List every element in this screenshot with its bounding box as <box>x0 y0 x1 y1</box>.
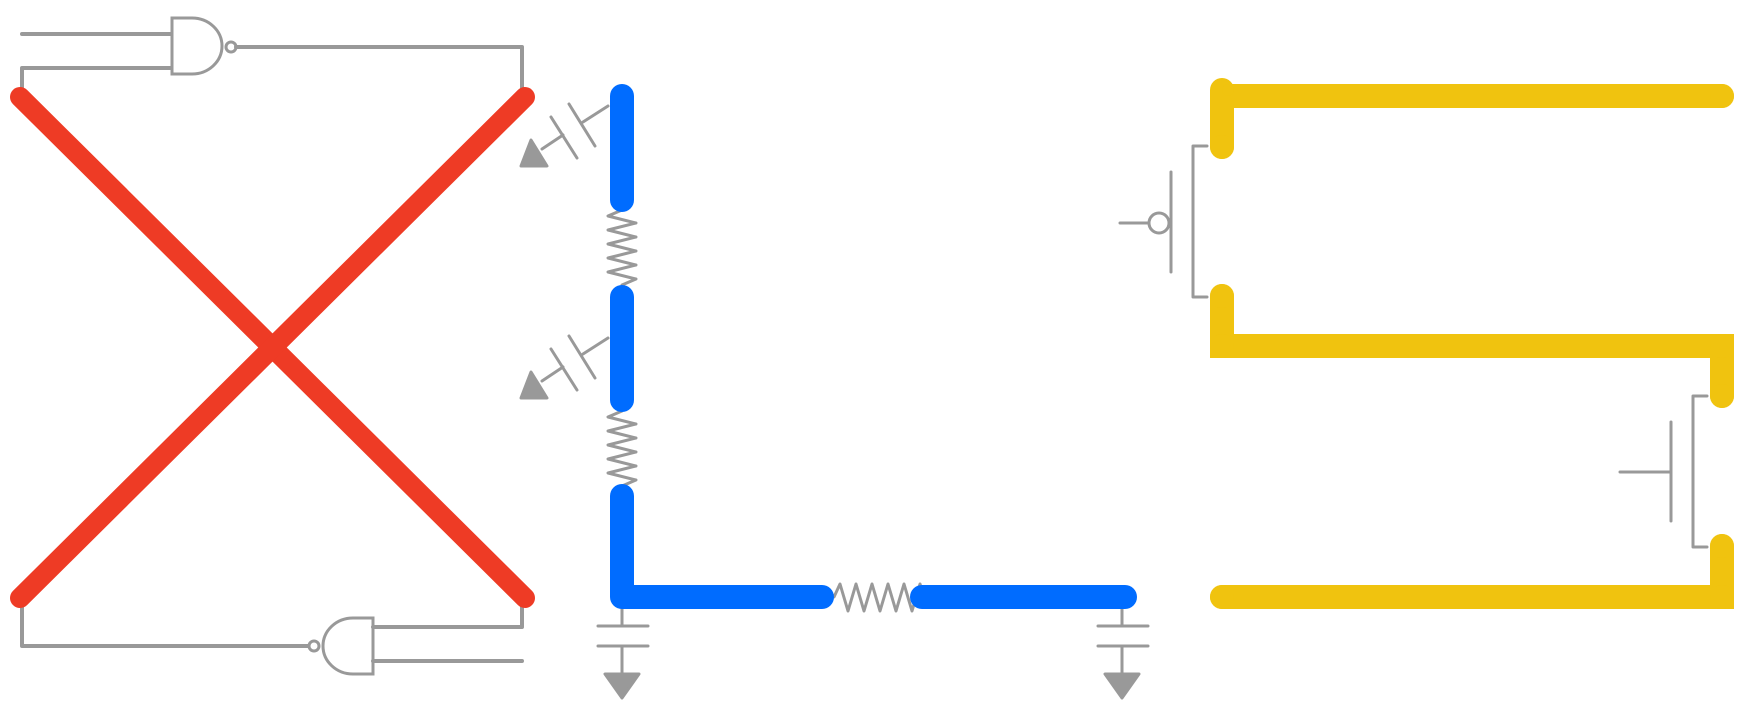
capacitor-plate <box>549 115 579 160</box>
yellow-wire <box>1210 534 1734 609</box>
ground-arrow-icon <box>603 672 641 700</box>
resistor-icon <box>822 582 926 613</box>
wire-end-cap <box>1710 534 1734 558</box>
capacitor-icon <box>519 102 610 168</box>
gate-input-wire <box>20 66 174 99</box>
yellow-wire <box>1210 78 1734 159</box>
yellow-wire <box>1210 284 1734 408</box>
ground-arrow-icon <box>519 138 549 168</box>
crossing-wires-panel <box>10 16 535 676</box>
capacitor-plate <box>549 347 579 392</box>
red-wire <box>10 87 535 608</box>
wire-corner-cap <box>1210 334 1234 358</box>
transistor-wires-panel <box>1118 78 1734 609</box>
capacitor-icon <box>519 334 610 400</box>
gate-output-wire <box>234 45 524 99</box>
resistor-icon <box>606 403 638 493</box>
capacitor-lead <box>581 336 610 356</box>
gate-bubble <box>307 639 321 653</box>
rc-wire-panel <box>519 84 1150 700</box>
pmos-transistor-icon <box>1118 144 1209 299</box>
ground-icon <box>1096 595 1150 700</box>
wire-corner-cap <box>1710 585 1734 609</box>
ground-icon <box>596 595 650 700</box>
transistor-bubble <box>1147 211 1171 235</box>
nand-gate-icon <box>20 16 524 99</box>
capacitor-plate <box>567 334 597 380</box>
ground-arrow-icon <box>1103 672 1141 700</box>
gate-output-wire <box>20 595 311 648</box>
yellow-wire-segment <box>1210 284 1734 408</box>
transistor-channel <box>1191 144 1209 299</box>
gate-body <box>321 616 375 676</box>
nmos-transistor-icon <box>1618 394 1709 549</box>
wire-end-cap <box>1210 284 1234 308</box>
capacitor-lead <box>540 365 565 383</box>
wire-end-cap <box>1210 585 1234 609</box>
capacitor-lead <box>540 133 565 151</box>
capacitor-plate <box>567 102 597 148</box>
resistor-icon <box>606 202 638 292</box>
ground-arrow-icon <box>519 370 549 400</box>
wire-corner-cap <box>1710 334 1734 358</box>
yellow-wire-segment <box>1210 534 1734 609</box>
nand-gate-icon <box>20 595 524 676</box>
gate-body <box>170 16 224 76</box>
wire-corner-cap <box>1222 84 1234 96</box>
wire-end-cap <box>1210 135 1234 159</box>
transistor-channel <box>1691 394 1709 549</box>
capacitor-lead <box>581 104 610 124</box>
blue-wire-segment <box>610 484 834 609</box>
wire-end-cap <box>1710 384 1734 408</box>
gate-input-wire <box>371 595 524 629</box>
wire-end-cap <box>1710 84 1734 108</box>
